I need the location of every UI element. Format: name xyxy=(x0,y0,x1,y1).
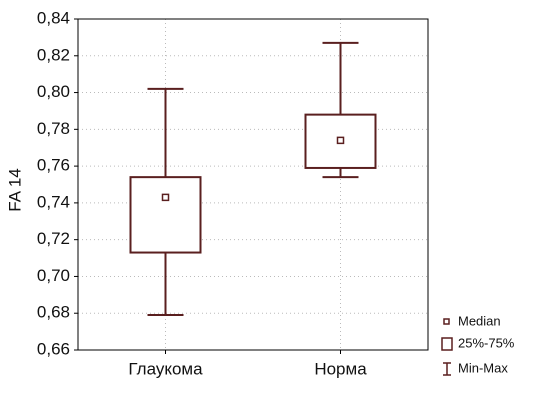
y-tick-label: 0,68 xyxy=(37,303,70,322)
legend-label: 25%-75% xyxy=(458,335,515,350)
legend-label: Median xyxy=(458,313,501,328)
legend-median-icon xyxy=(443,318,450,325)
y-tick-label: 0,80 xyxy=(37,82,70,101)
x-tick-label: Норма xyxy=(314,359,367,378)
y-tick-label: 0,76 xyxy=(37,156,70,175)
y-tick-label: 0,70 xyxy=(37,266,70,285)
legend-box-icon xyxy=(441,337,453,351)
y-tick-label: 0,74 xyxy=(37,192,70,211)
legend-label: Min-Max xyxy=(458,360,508,375)
y-tick-label: 0,84 xyxy=(37,8,70,27)
y-tick-label: 0,66 xyxy=(37,339,70,358)
plot-frame xyxy=(77,18,429,351)
median-marker xyxy=(161,193,170,202)
y-tick-label: 0,82 xyxy=(37,45,70,64)
y-tick-label: 0,78 xyxy=(37,119,70,138)
x-tick-label: Глаукома xyxy=(128,359,203,378)
y-tick-label: 0,72 xyxy=(37,229,70,248)
legend-whisker-icon xyxy=(443,362,451,376)
box xyxy=(129,176,202,254)
median-marker xyxy=(336,136,345,145)
y-axis-label: FA 14 xyxy=(5,168,24,211)
